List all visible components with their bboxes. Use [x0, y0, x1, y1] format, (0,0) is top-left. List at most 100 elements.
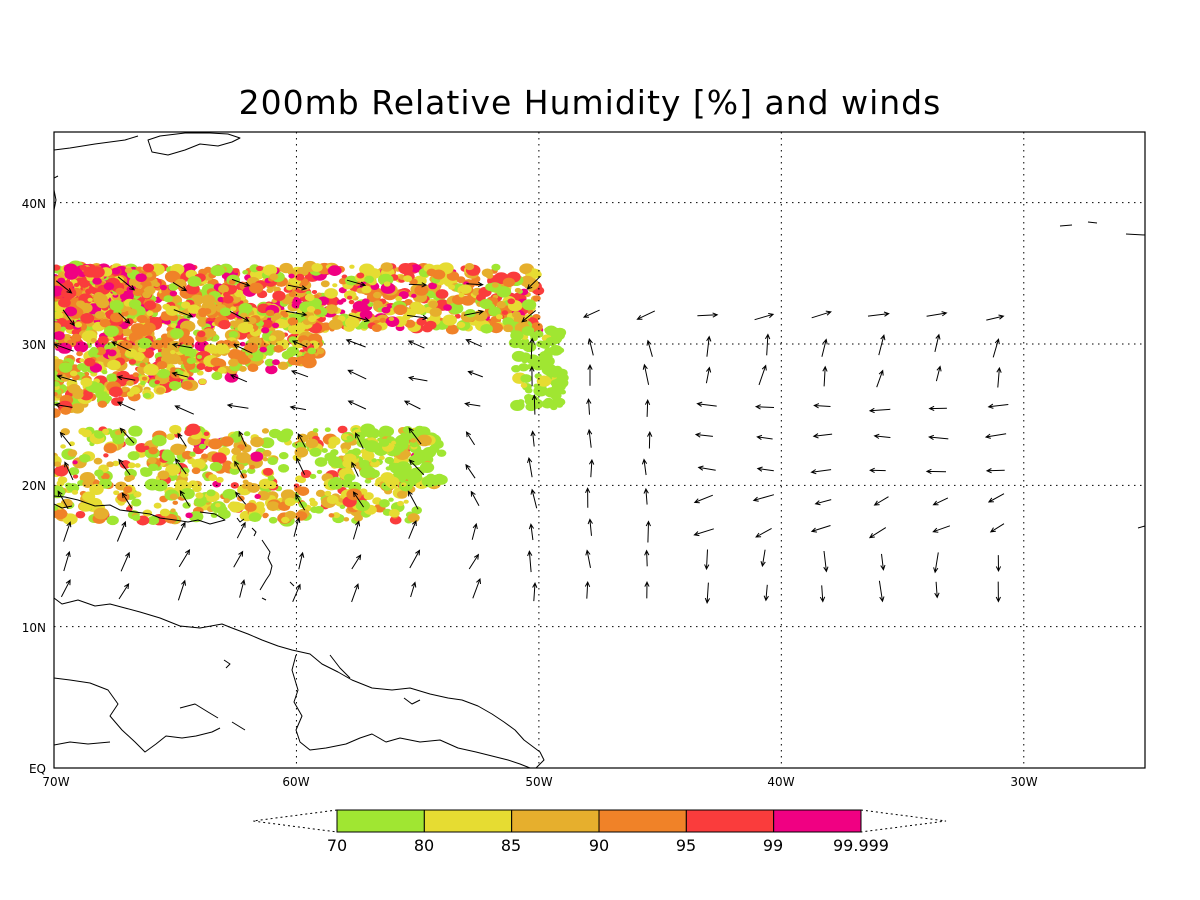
- humidity-cell: [136, 284, 143, 289]
- humidity-cell: [182, 337, 193, 346]
- humidity-cell: [448, 302, 464, 315]
- wind-arrow: [868, 407, 891, 414]
- humidity-cell: [309, 473, 317, 479]
- humidity-cell: [178, 343, 193, 355]
- humidity-cell: [551, 367, 561, 375]
- humidity-cell: [157, 470, 170, 480]
- humidity-cell: [179, 471, 189, 478]
- humidity-cell: [247, 363, 259, 372]
- wind-arrow: [928, 434, 949, 441]
- humidity-cell: [54, 331, 65, 341]
- humidity-cell: [312, 428, 319, 433]
- humidity-cell: [480, 323, 493, 334]
- humidity-cell: [109, 300, 124, 312]
- wind-arrow: [239, 579, 246, 598]
- humidity-cell: [262, 512, 269, 518]
- humidity-cell: [501, 310, 509, 315]
- humidity-cell: [555, 402, 564, 408]
- humidity-cell: [432, 269, 446, 280]
- humidity-cell: [266, 501, 280, 512]
- wind-arrow: [63, 550, 71, 572]
- humidity-cell: [207, 330, 217, 337]
- humidity-cell: [116, 370, 130, 382]
- colorbar-swatch: [773, 809, 862, 833]
- humidity-cell: [217, 366, 227, 374]
- humidity-cell: [520, 374, 532, 383]
- humidity-cell: [148, 446, 158, 455]
- humidity-cell: [307, 315, 317, 323]
- humidity-cell: [328, 513, 335, 518]
- wind-arrow: [992, 338, 1000, 358]
- wind-arrow: [987, 493, 1005, 503]
- colorbar-swatch: [336, 809, 425, 833]
- humidity-cell: [187, 304, 201, 314]
- humidity-cell: [442, 314, 457, 326]
- lat-label-10n: 10N: [22, 621, 46, 635]
- humidity-cell: [80, 377, 93, 387]
- wind-arrow: [926, 311, 948, 317]
- humidity-cell: [131, 498, 142, 507]
- wind-arrow: [928, 405, 947, 412]
- humidity-cell: [349, 264, 355, 269]
- humidity-cell: [395, 434, 410, 446]
- wind-arrow: [298, 551, 305, 570]
- wind-arrow: [472, 577, 481, 599]
- wind-arrow: [409, 549, 421, 569]
- wind-arrow: [293, 516, 301, 537]
- humidity-cell: [222, 488, 237, 500]
- humidity-cell: [250, 436, 265, 448]
- wind-arrow: [644, 549, 650, 567]
- humidity-cell: [147, 457, 157, 465]
- humidity-cell: [268, 516, 278, 524]
- humidity-cell: [143, 363, 159, 376]
- humidity-cell: [103, 443, 118, 454]
- humidity-cell: [67, 449, 78, 457]
- humidity-cell: [145, 272, 153, 278]
- wind-arrow: [118, 583, 130, 600]
- humidity-cell: [108, 386, 123, 398]
- humidity-cell: [198, 307, 208, 316]
- humidity-cell: [196, 363, 206, 371]
- humidity-cell: [416, 317, 427, 326]
- humidity-cell: [285, 285, 293, 291]
- humidity-cell: [93, 507, 109, 520]
- wind-arrow: [986, 314, 1005, 321]
- wind-arrow: [584, 580, 591, 599]
- humidity-cell: [163, 295, 173, 303]
- humidity-cell: [182, 502, 192, 509]
- humidity-cell: [410, 301, 423, 311]
- humidity-cell: [93, 457, 103, 465]
- humidity-cell: [422, 447, 437, 458]
- wind-arrow: [696, 401, 717, 407]
- humidity-cell: [307, 347, 317, 355]
- wind-arrow: [407, 340, 425, 349]
- humidity-cell: [123, 485, 133, 493]
- humidity-cell: [128, 359, 137, 365]
- humidity-cell: [117, 396, 124, 402]
- humidity-cell: [356, 272, 365, 279]
- humidity-cell: [265, 309, 275, 317]
- wind-arrow: [867, 311, 890, 317]
- humidity-cell: [267, 475, 275, 481]
- humidity-cell: [198, 321, 206, 328]
- humidity-cell: [208, 438, 223, 450]
- humidity-cell: [230, 306, 237, 312]
- humidity-cell: [140, 380, 146, 386]
- humidity-cell: [520, 352, 531, 361]
- wind-arrow: [925, 468, 947, 475]
- humidity-cell: [360, 423, 376, 435]
- humidity-cell: [189, 451, 196, 457]
- lon-label-70w: 70W: [42, 775, 69, 789]
- wind-arrow: [63, 521, 72, 542]
- humidity-cell: [125, 348, 138, 358]
- humidity-cell: [128, 299, 142, 309]
- humidity-cell: [320, 280, 330, 288]
- humidity-cell: [264, 358, 275, 367]
- colorbar-label-95: 95: [676, 836, 696, 855]
- humidity-cell: [315, 489, 326, 498]
- humidity-cell: [379, 317, 387, 323]
- humidity-cell: [496, 301, 507, 309]
- humidity-cell: [106, 373, 118, 383]
- humidity-cell: [371, 324, 382, 332]
- lat-label-eq: EQ: [29, 762, 46, 776]
